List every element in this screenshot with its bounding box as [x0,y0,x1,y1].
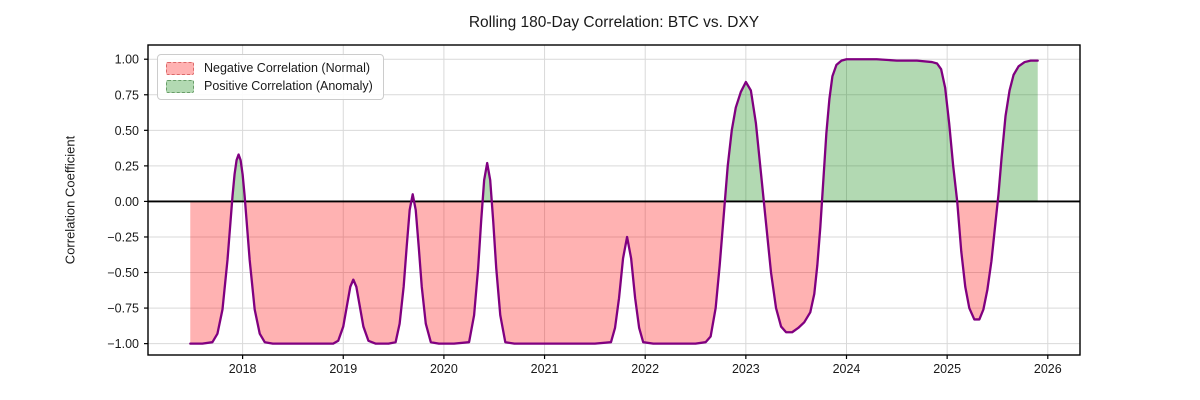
positive-correlation-fill [190,59,1038,202]
x-tick-label: 2022 [631,362,659,376]
x-tick-label: 2021 [531,362,559,376]
y-tick-label: 0.75 [115,88,139,102]
legend-label-negative: Negative Correlation (Normal) [204,61,371,75]
y-tick-label: −0.50 [107,266,139,280]
negative-fill-swatch [166,61,194,75]
x-tick-label: 2019 [329,362,357,376]
x-tick-label: 2025 [933,362,961,376]
legend-label-positive: Positive Correlation (Anomaly) [204,79,373,93]
x-tick-label: 2023 [732,362,760,376]
x-tick-label: 2018 [229,362,257,376]
y-tick-label: 0.00 [115,195,139,209]
x-tick-label: 2020 [430,362,458,376]
legend-item-positive: Positive Correlation (Anomaly) [166,79,373,93]
y-tick-label: −1.00 [107,337,139,351]
positive-fill-swatch [166,79,194,93]
y-tick-label: 0.25 [115,159,139,173]
y-tick-label: 0.50 [115,124,139,138]
legend: Negative Correlation (Normal) Positive C… [157,54,384,100]
axes-spines [147,44,1081,356]
y-tick-label: 1.00 [115,53,139,67]
legend-item-negative: Negative Correlation (Normal) [166,61,373,75]
chart-title: Rolling 180-Day Correlation: BTC vs. DXY [468,14,760,31]
y-tick-label: −0.25 [107,230,139,244]
negative-correlation-fill [190,201,998,344]
correlation-line [189,58,1039,345]
y-tick-label: −0.75 [107,302,139,316]
x-tick-label: 2024 [833,362,861,376]
x-tick-label: 2026 [1034,362,1062,376]
